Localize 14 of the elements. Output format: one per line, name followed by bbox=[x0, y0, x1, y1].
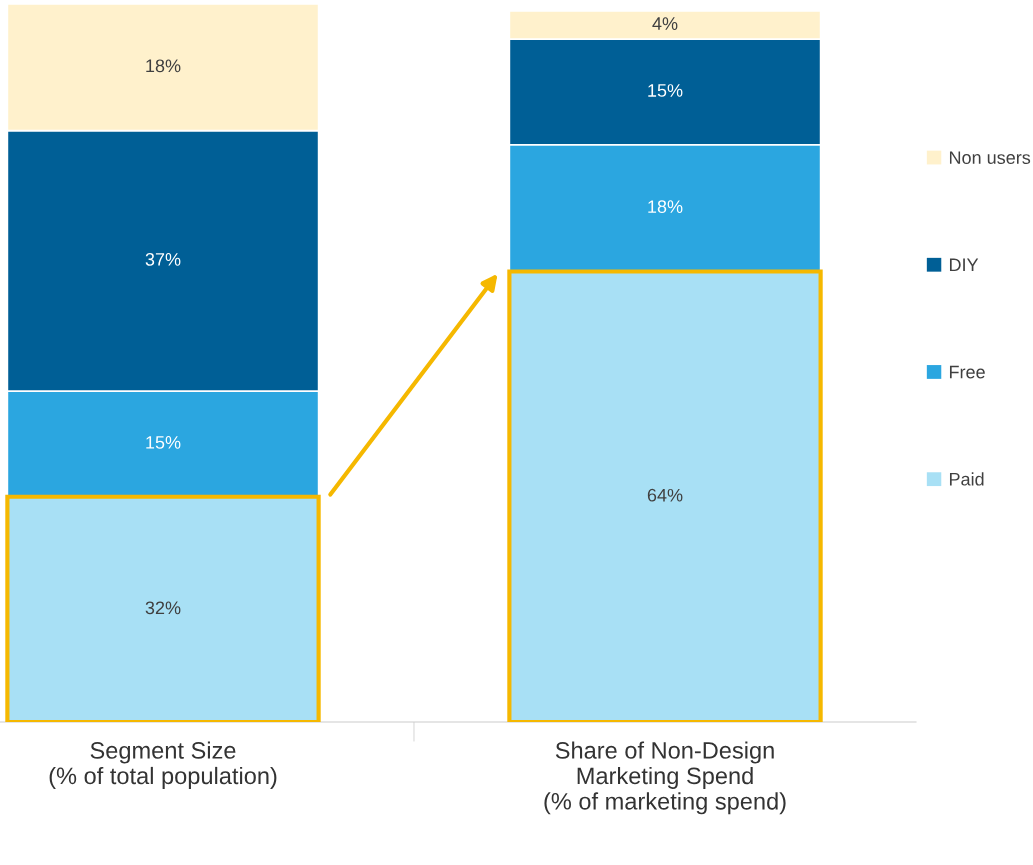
legend-label: Free bbox=[949, 365, 985, 379]
x-tick-label: Share of Non-Design Marketing Spend (% of marketing spend) bbox=[544, 741, 786, 815]
legend-label: Paid bbox=[949, 472, 984, 486]
data-label: 15% bbox=[146, 436, 181, 449]
data-label: 18% bbox=[648, 200, 683, 213]
legend-label: Non users bbox=[949, 151, 1031, 165]
data-label: 64% bbox=[647, 488, 683, 502]
data-label: 32% bbox=[145, 601, 181, 615]
x-tick-label: Segment Size (% of total population) bbox=[49, 741, 277, 789]
data-label: 37% bbox=[145, 252, 181, 266]
data-label: 15% bbox=[648, 84, 683, 97]
data-label: 4% bbox=[652, 17, 678, 30]
legend-label: DIY bbox=[949, 258, 979, 272]
data-label: 18% bbox=[146, 59, 181, 73]
